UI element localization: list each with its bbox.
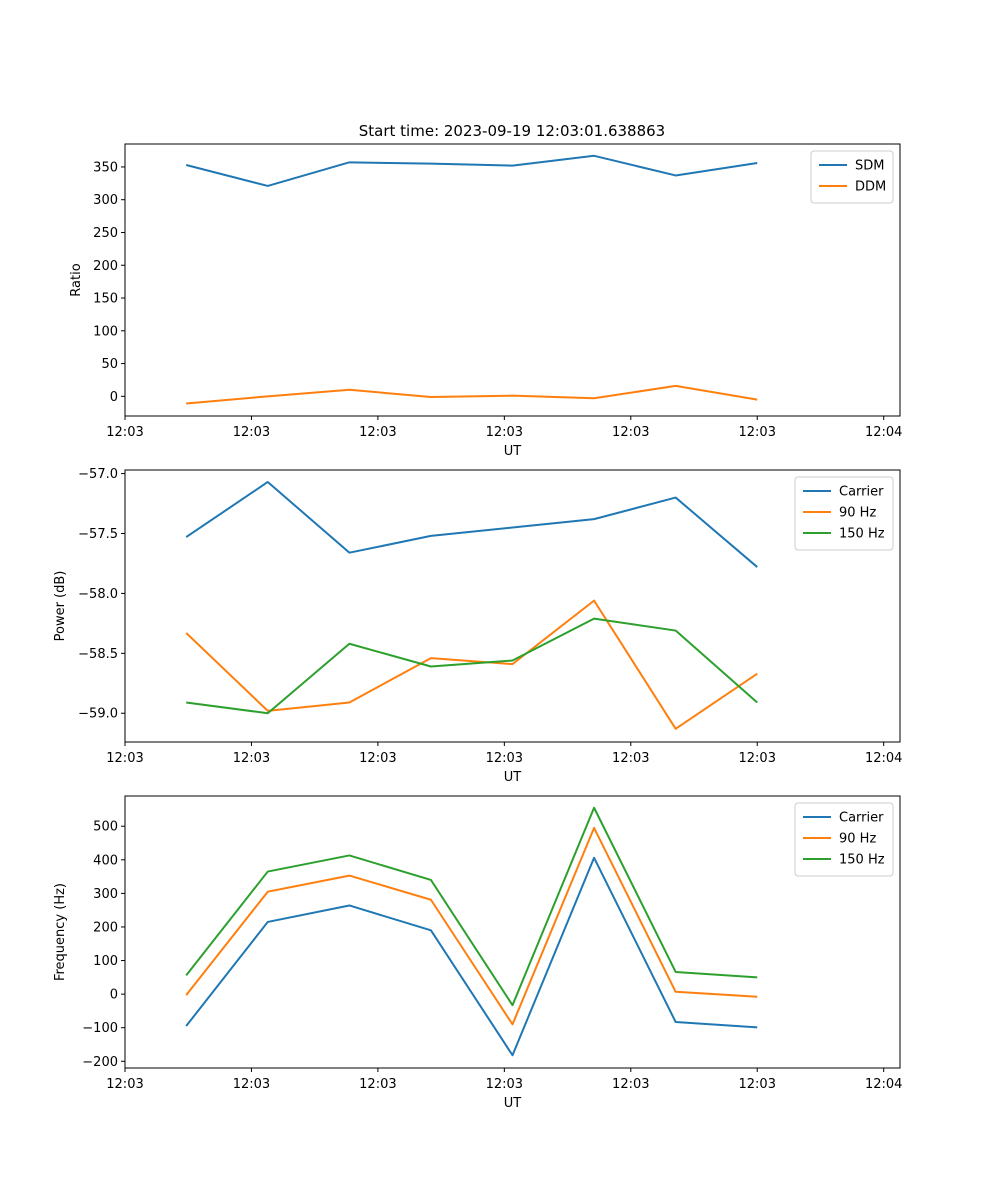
series-line-150-hz (185, 806, 758, 1007)
y-tick-label: 300 (93, 887, 118, 902)
x-tick-label: 12:03 (739, 1077, 776, 1092)
x-tick-label: 12:03 (486, 751, 523, 766)
y-axis-label: Power (dB) (53, 571, 68, 642)
x-tick-label: 12:03 (359, 425, 396, 440)
axes-frame (124, 469, 901, 743)
ratio-panel: 0 50 100 150 200 250 300 350 12:03 12:03 12:03 12:0… (69, 143, 902, 459)
series-line-carrier (185, 480, 758, 568)
legend-entry-90-hz: 90 Hz (839, 506, 876, 521)
chart-title: Start time: 2023-09-19 12:03:01.638863 (359, 122, 665, 140)
x-axis-label: UT (504, 444, 522, 459)
x-tick-label: 12:03 (106, 1077, 143, 1092)
series-line-90-hz (185, 826, 758, 1026)
y-tick-label: 200 (93, 259, 118, 274)
legend-entry-90-hz: 90 Hz (839, 832, 876, 847)
y-tick-label: 300 (93, 193, 118, 208)
y-tick-label: 0 (110, 988, 118, 1003)
x-tick-label: 12:03 (739, 751, 776, 766)
legend-box (794, 802, 894, 877)
y-tick-label: 250 (93, 226, 118, 241)
y-tick-label: −57.0 (78, 467, 118, 482)
legend-entry-150-hz: 150 Hz (839, 527, 885, 542)
y-axis-label: Ratio (69, 263, 84, 296)
legend-entry-150-hz: 150 Hz (839, 853, 885, 868)
series-line-sdm (185, 154, 758, 187)
x-tick-label: 12:03 (233, 1077, 270, 1092)
y-tick-label: −100 (82, 1021, 118, 1036)
y-tick-label: 400 (93, 853, 118, 868)
y-tick-label: −58.5 (78, 647, 118, 662)
series-line-150-hz (186, 617, 758, 715)
x-axis-label: UT (504, 770, 522, 785)
y-tick-label: 100 (93, 954, 118, 969)
y-tick-label: 100 (93, 324, 118, 339)
y-tick-label: 200 (93, 920, 118, 935)
y-tick-label: −59.0 (78, 707, 118, 722)
y-tick-label: 0 (110, 390, 118, 405)
legend-entry-ddm: DDM (855, 180, 886, 195)
x-tick-label: 12:03 (233, 425, 270, 440)
x-tick-label: 12:03 (106, 751, 143, 766)
y-tick-label: −200 (82, 1055, 118, 1070)
axes-frame (124, 143, 901, 417)
y-tick-label: 350 (93, 160, 118, 175)
legend-box (794, 476, 894, 551)
series-line-ddm (186, 384, 758, 405)
legend-entry-carrier: Carrier (839, 485, 884, 500)
power-panel: −59.0 −58.5 −58.0 −57.5 −57.0 12:03 12:03 12:03… (53, 467, 902, 785)
axes-frame (124, 795, 901, 1069)
x-tick-label: 12:03 (359, 1077, 396, 1092)
series-line-carrier (185, 856, 758, 1057)
x-tick-label: 12:03 (739, 425, 776, 440)
y-tick-label: 150 (93, 292, 118, 307)
series-line-90-hz (185, 599, 758, 730)
x-tick-label: 12:04 (865, 425, 902, 440)
x-tick-label: 12:03 (233, 751, 270, 766)
y-tick-label: −58.0 (78, 587, 118, 602)
x-tick-label: 12:03 (612, 425, 649, 440)
x-tick-label: 12:03 (486, 425, 523, 440)
y-tick-label: 50 (101, 357, 118, 372)
y-tick-label: 500 (93, 820, 118, 835)
x-tick-label: 12:03 (486, 1077, 523, 1092)
x-tick-label: 12:04 (865, 751, 902, 766)
legend-entry-carrier: Carrier (839, 811, 884, 826)
y-axis-label: Frequency (Hz) (53, 883, 68, 981)
x-tick-label: 12:03 (612, 1077, 649, 1092)
frequency-panel: −200 −100 0 100 200 300 400 500 12:03 12:03 12:03 1… (53, 795, 902, 1111)
x-tick-label: 12:04 (865, 1077, 902, 1092)
x-axis-label: UT (504, 1096, 522, 1111)
x-tick-label: 12:03 (612, 751, 649, 766)
legend-entry-sdm: SDM (855, 159, 884, 174)
x-tick-label: 12:03 (106, 425, 143, 440)
y-tick-label: −57.5 (78, 527, 118, 542)
x-tick-label: 12:03 (359, 751, 396, 766)
